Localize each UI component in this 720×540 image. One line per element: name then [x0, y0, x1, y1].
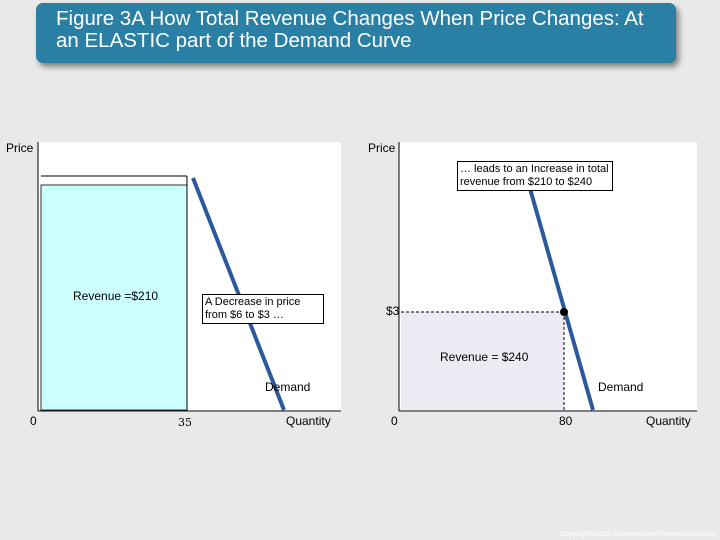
- left-x-axis-label: Quantity: [286, 414, 331, 428]
- right-origin-label: 0: [391, 414, 398, 428]
- right-equilibrium-point: [560, 308, 568, 316]
- right-demand-curve: [525, 177, 595, 411]
- left-revenue-label: Revenue =$210: [73, 289, 159, 303]
- left-y-axis-label: Price: [6, 141, 34, 155]
- right-demand-label: Demand: [598, 380, 644, 394]
- right-price-tick: $3: [386, 304, 400, 318]
- right-quantity-tick: 80: [559, 414, 573, 428]
- title-banner: Figure 3A How Total Revenue Changes When…: [36, 3, 676, 63]
- right-y-axis-label: Price: [368, 141, 396, 155]
- right-revenue-label: Revenue = $240: [440, 350, 529, 364]
- left-quantity-tick: 35: [178, 416, 192, 429]
- left-revenue-rect: [40, 184, 188, 411]
- left-callout: A Decrease in price from $6 to $3 …: [202, 294, 324, 324]
- figure-title: Figure 3A How Total Revenue Changes When…: [56, 7, 644, 52]
- left-origin-label: 0: [30, 414, 37, 428]
- copyright-text: Copyright©2003 Southwestern/Thomson Lear…: [560, 531, 716, 538]
- right-callout: … leads to an Increase in total revenue …: [457, 161, 613, 191]
- right-x-axis-label: Quantity: [646, 414, 691, 428]
- right-revenue-rect: [401, 312, 564, 410]
- left-demand-label: Demand: [265, 380, 311, 394]
